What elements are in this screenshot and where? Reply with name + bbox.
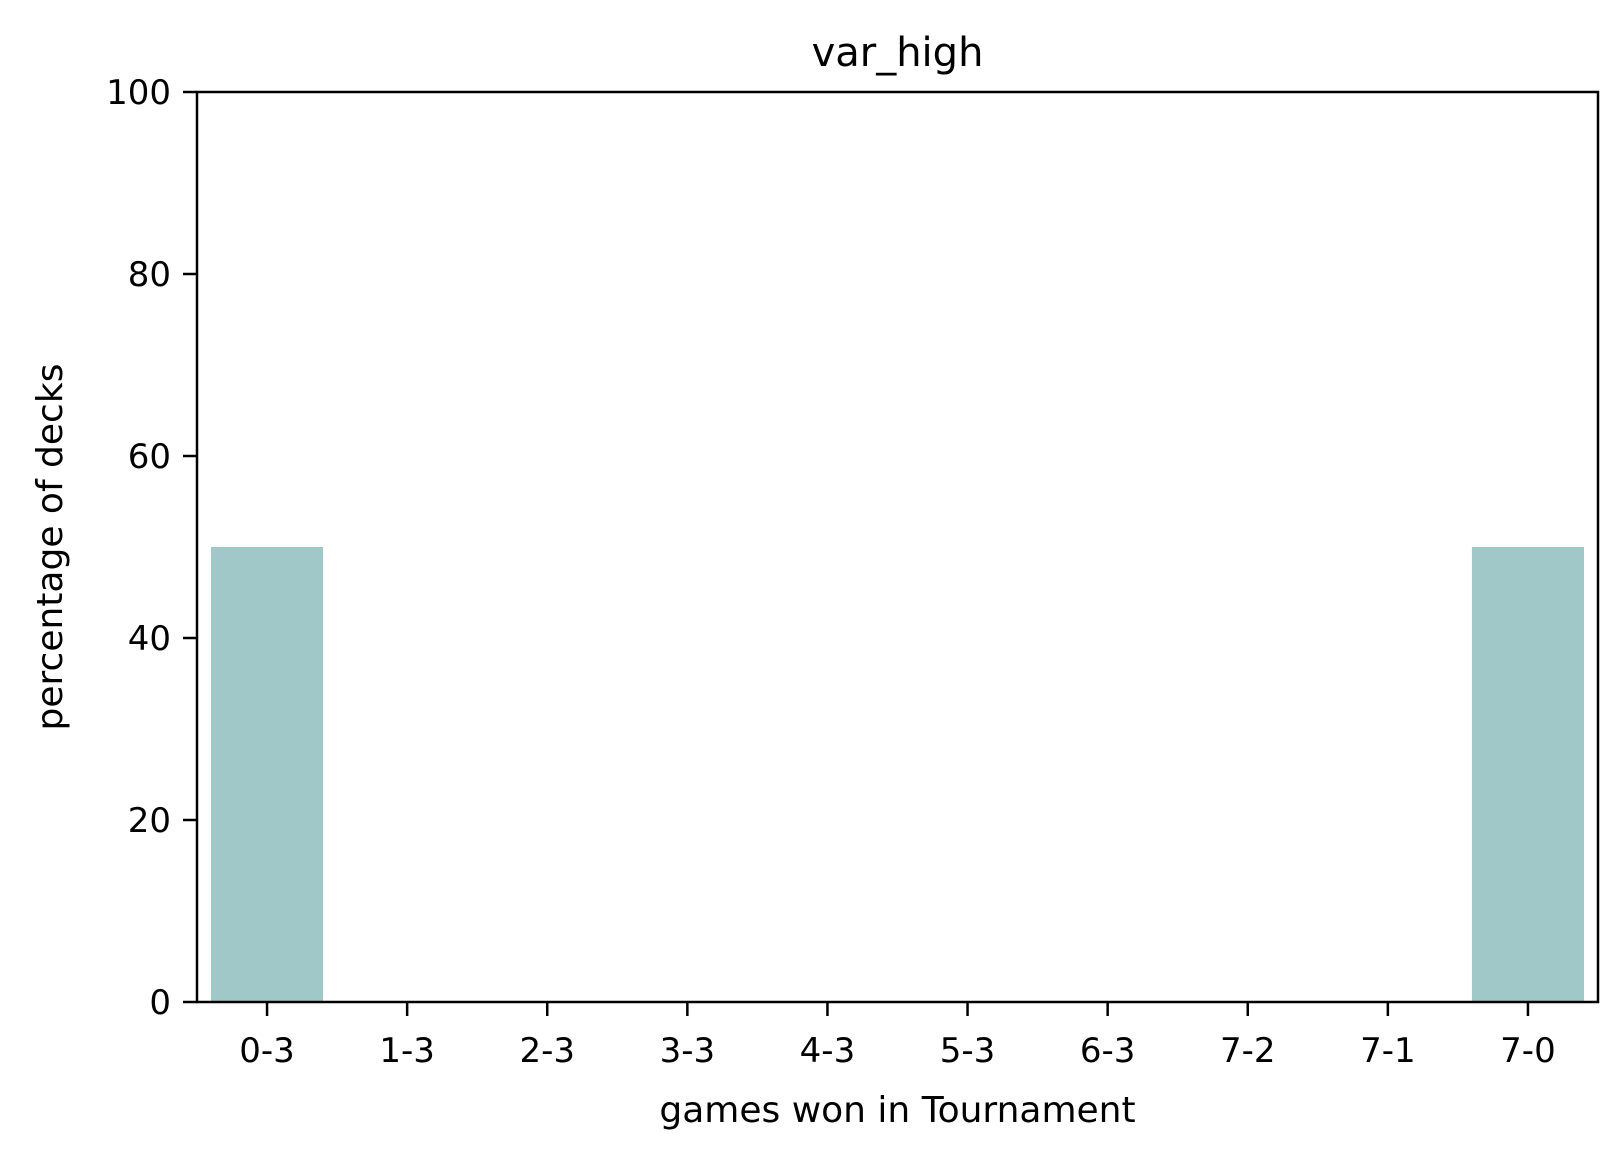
bar-0-3 <box>211 547 324 1002</box>
x-tick-label-5-3: 5-3 <box>940 1031 996 1071</box>
x-tick-label-7-1: 7-1 <box>1360 1031 1416 1071</box>
y-tick-label-0: 0 <box>149 983 171 1023</box>
y-tick-label-80: 80 <box>128 255 171 295</box>
x-tick-label-2-3: 2-3 <box>519 1031 575 1071</box>
y-tick-label-40: 40 <box>128 619 171 659</box>
y-axis-label: percentage of decks <box>30 364 71 731</box>
x-tick-label-6-3: 6-3 <box>1080 1031 1136 1071</box>
y-tick-label-60: 60 <box>128 437 171 477</box>
x-tick-label-3-3: 3-3 <box>660 1031 716 1071</box>
bars-layer <box>211 547 1584 1002</box>
ticks-layer: 0-3 1-3 2-3 3-3 4-3 5-3 6-3 7-2 7-1 7-0 0 20 40 60 80 1… <box>106 73 1556 1071</box>
x-axis-label: games won in Tournament <box>659 1090 1135 1131</box>
chart-title: var_high <box>812 30 984 76</box>
y-tick-label-100: 100 <box>106 73 171 113</box>
x-tick-label-7-0: 7-0 <box>1500 1031 1556 1071</box>
y-tick-label-20: 20 <box>128 801 171 841</box>
x-tick-label-7-2: 7-2 <box>1220 1031 1276 1071</box>
x-tick-label-0-3: 0-3 <box>239 1031 295 1071</box>
x-tick-label-1-3: 1-3 <box>379 1031 435 1071</box>
bar-7-0 <box>1471 547 1584 1002</box>
x-tick-label-4-3: 4-3 <box>800 1031 856 1071</box>
plot-frame <box>195 90 1600 1004</box>
